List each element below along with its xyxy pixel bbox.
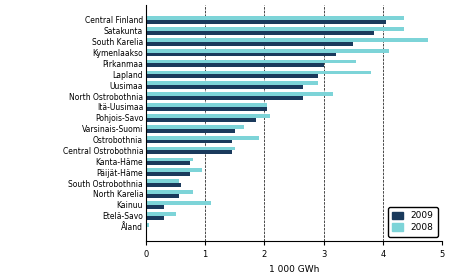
Bar — [146, 183, 181, 187]
Bar — [146, 27, 403, 31]
Bar — [146, 85, 302, 89]
Bar — [146, 125, 243, 129]
Bar — [146, 179, 178, 183]
X-axis label: 1 000 GWh: 1 000 GWh — [268, 265, 318, 274]
Bar — [146, 81, 317, 85]
Bar — [146, 38, 427, 42]
Bar — [146, 60, 356, 64]
Bar — [146, 20, 385, 24]
Bar — [146, 16, 403, 20]
Bar — [146, 129, 234, 133]
Bar — [146, 158, 193, 161]
Legend: 2009, 2008: 2009, 2008 — [387, 207, 437, 237]
Bar — [146, 194, 178, 198]
Bar — [146, 42, 353, 45]
Bar — [146, 216, 163, 219]
Bar — [146, 161, 190, 165]
Bar — [146, 190, 193, 194]
Bar — [146, 205, 163, 209]
Bar — [146, 96, 302, 100]
Bar — [146, 49, 388, 53]
Bar — [146, 103, 267, 107]
Bar — [146, 147, 234, 150]
Bar — [146, 53, 335, 56]
Bar — [146, 92, 332, 96]
Bar — [146, 64, 323, 67]
Bar — [146, 172, 190, 176]
Bar — [146, 212, 175, 216]
Bar — [146, 136, 258, 140]
Bar — [146, 114, 270, 118]
Bar — [146, 201, 211, 205]
Bar — [146, 118, 255, 122]
Bar — [146, 150, 232, 154]
Bar — [146, 223, 148, 227]
Bar — [146, 71, 370, 74]
Bar — [146, 107, 267, 111]
Bar — [146, 74, 317, 78]
Bar — [146, 31, 374, 35]
Bar — [146, 140, 232, 143]
Bar — [146, 169, 202, 172]
